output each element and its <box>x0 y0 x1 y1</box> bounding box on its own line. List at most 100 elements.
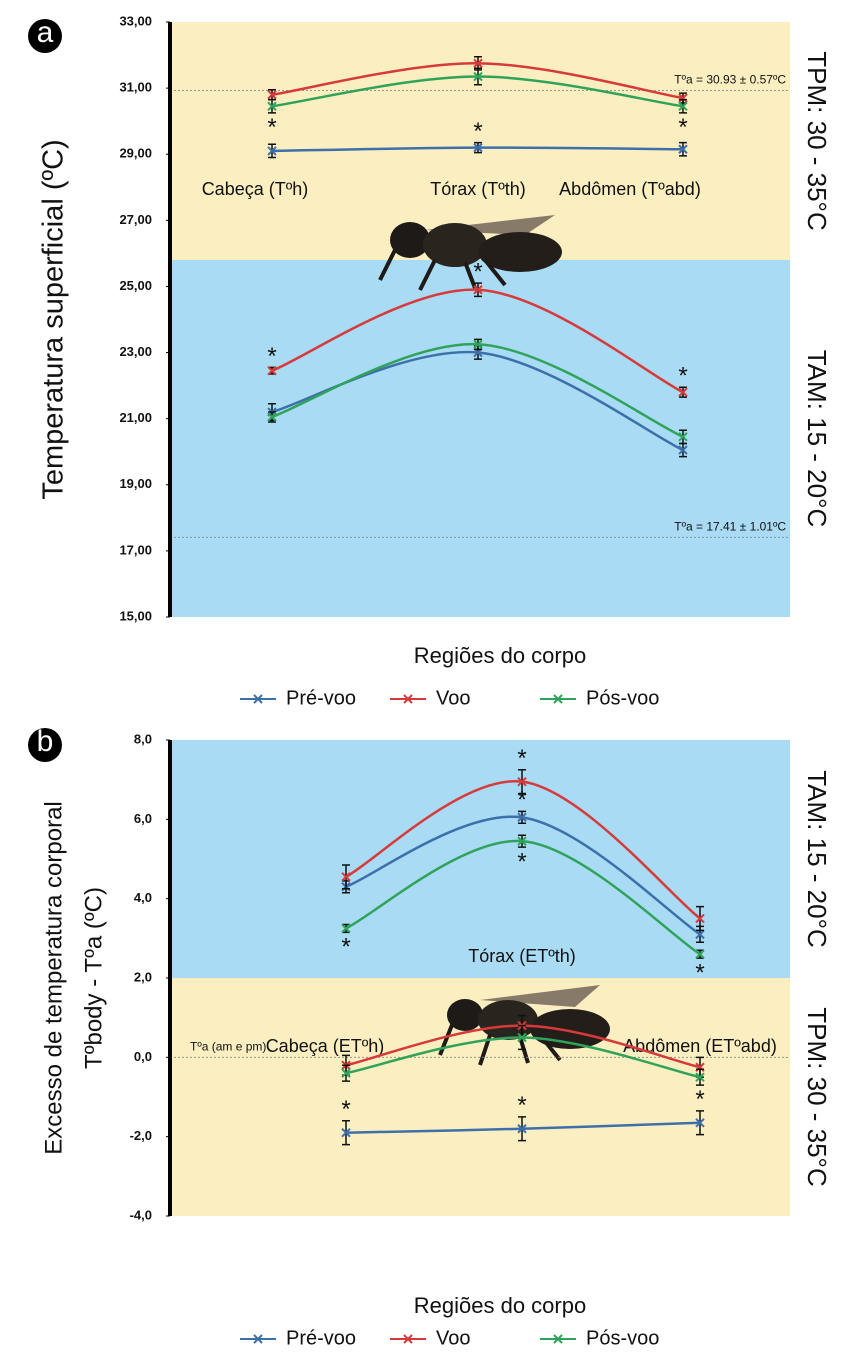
wasp-image <box>438 985 610 1066</box>
y-tick-label: 19,00 <box>119 476 152 491</box>
x-axis-label: Regiões do corpo <box>414 1293 586 1318</box>
head <box>447 999 483 1031</box>
point <box>678 387 688 397</box>
head <box>390 222 430 258</box>
wasp-images <box>378 215 610 1066</box>
point <box>341 1068 351 1078</box>
y-tick-label: 29,00 <box>119 146 152 161</box>
point <box>695 913 705 924</box>
plots: TPM: 30 - 35°C TAM: 15 - 20°C Tºa = 30.93 … <box>28 13 832 1349</box>
significance-mark: * <box>517 787 526 814</box>
y-tick-label: -2,0 <box>130 1128 152 1143</box>
significance-mark: * <box>341 1096 350 1123</box>
y-tick-label: 17,00 <box>119 542 152 557</box>
band <box>170 260 790 617</box>
legend-label: Pós-voo <box>586 1327 659 1349</box>
panel-label: a <box>37 16 54 49</box>
panel-label: b <box>37 725 54 758</box>
significance-mark: * <box>695 1086 704 1113</box>
significance-mark: * <box>517 1092 526 1119</box>
legend-label: Pré-voo <box>286 1327 356 1349</box>
y-tick-label: 21,00 <box>119 410 152 425</box>
legend-label: Voo <box>436 687 470 709</box>
y-axis-label: Excesso de temperatura corporal <box>40 801 67 1155</box>
x-axis-label: Regiões do corpo <box>414 643 586 668</box>
point <box>267 412 277 422</box>
y-tick-label: 27,00 <box>119 212 152 227</box>
y-tick-label: -4,0 <box>130 1207 152 1222</box>
y-tick-label: 15,00 <box>119 608 152 623</box>
y-tick-label: 25,00 <box>119 278 152 293</box>
point <box>695 1118 705 1128</box>
y-tick-label: 4,0 <box>134 890 152 905</box>
legend-marker <box>253 694 263 704</box>
panel-badge <box>28 728 62 762</box>
y-tick-label: 2,0 <box>134 969 152 984</box>
point <box>517 776 527 787</box>
point <box>695 1072 705 1082</box>
point <box>517 812 527 823</box>
significance-mark: * <box>267 114 276 141</box>
significance-mark: * <box>678 114 687 141</box>
point <box>473 142 483 153</box>
point <box>473 58 483 69</box>
y-tick-label: 8,0 <box>134 731 152 746</box>
band-label: TPM: 30 - 35°C <box>802 51 832 230</box>
point <box>678 445 688 455</box>
band <box>170 740 790 978</box>
point <box>267 90 277 100</box>
point <box>678 432 688 442</box>
point <box>678 93 688 103</box>
significance-mark: * <box>473 258 482 285</box>
y-tick-label: 31,00 <box>119 80 152 95</box>
category-label: Tórax (ETºth) <box>468 946 576 966</box>
category-label: Abdômen (Tºabd) <box>559 179 701 199</box>
significance-mark: * <box>517 745 526 772</box>
y-tick-label: 33,00 <box>119 13 152 28</box>
thorax <box>423 223 487 267</box>
reference-label: Tºa = 17.41 ± 1.01ºC <box>674 520 786 534</box>
significance-mark: * <box>341 934 350 961</box>
significance-mark: * <box>695 960 704 987</box>
legend-label: Voo <box>436 1327 470 1349</box>
category-label: Cabeça (Tºh) <box>202 179 309 199</box>
legend-label: Pós-voo <box>586 687 659 709</box>
legs <box>438 1024 562 1066</box>
point <box>517 1032 527 1043</box>
point <box>678 144 688 154</box>
y-axis-label: Tºbody - Tºa (ºC) <box>80 887 107 1069</box>
point <box>473 339 483 349</box>
legend-label: Pré-voo <box>286 687 356 709</box>
point <box>267 366 277 376</box>
band-label: TPM: 30 - 35°C <box>802 1007 832 1186</box>
legend-marker <box>253 1334 263 1344</box>
point <box>267 146 277 156</box>
panel-badge <box>28 19 62 53</box>
point <box>517 1124 527 1134</box>
point <box>473 285 483 295</box>
significance-mark: * <box>517 848 526 875</box>
wasp-image <box>378 215 562 291</box>
significance-mark: * <box>678 363 687 390</box>
reference-label: Tºa = 30.93 ± 0.57ºC <box>674 73 786 87</box>
point <box>341 1127 351 1138</box>
category-label: Abdômen (ETºabd) <box>623 1036 777 1056</box>
point <box>267 101 277 111</box>
point <box>341 872 351 882</box>
legend-marker <box>403 694 413 704</box>
band-label: TAM: 15 - 20°C <box>802 770 832 948</box>
reference-label: Tºa (am e pm) <box>190 1040 266 1054</box>
category-label: Tórax (Tºth) <box>430 179 526 199</box>
y-tick-label: 23,00 <box>119 344 152 359</box>
legs <box>378 249 507 291</box>
point <box>695 929 705 940</box>
point <box>695 949 705 959</box>
point <box>678 101 688 111</box>
abdomen <box>478 232 562 272</box>
point <box>517 836 527 846</box>
significance-mark: * <box>473 118 482 145</box>
thorax <box>478 1000 538 1040</box>
legend-marker <box>403 1334 413 1344</box>
significance-mark: * <box>267 343 276 370</box>
